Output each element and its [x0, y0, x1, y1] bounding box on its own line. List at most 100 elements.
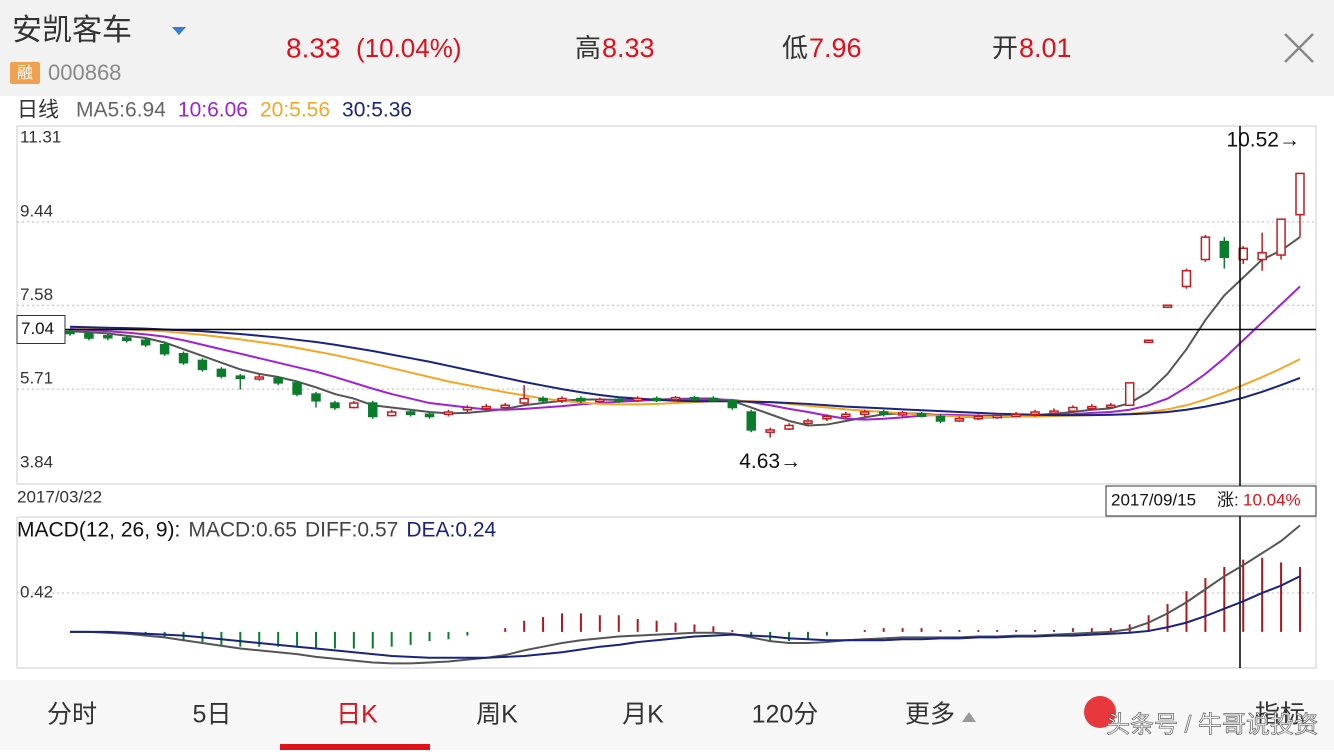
candle-body — [576, 397, 586, 402]
candle-body — [405, 411, 416, 416]
dropdown-icon[interactable] — [172, 27, 186, 35]
tag-bg — [10, 62, 40, 84]
legend-entry: 20:5.56 — [260, 99, 330, 122]
open: 8.01 — [1019, 33, 1072, 63]
y-tick-label: 11.31 — [20, 127, 61, 146]
price: 8.33 — [286, 32, 341, 63]
candle-body — [103, 335, 113, 339]
macd-line — [70, 575, 1301, 659]
candle-body — [519, 397, 529, 404]
macd-legend: MACD(12, 26, 9): — [17, 519, 180, 542]
candle-body — [122, 337, 132, 342]
low: 7.96 — [809, 33, 862, 63]
tag: 融 — [17, 64, 33, 82]
candle-body — [727, 400, 738, 409]
candle-body — [670, 396, 681, 401]
candle-body — [500, 404, 510, 409]
tab[interactable]: 日K — [336, 701, 378, 729]
candle-body — [1162, 304, 1173, 309]
candle-body — [140, 339, 151, 346]
tab[interactable]: 周K — [476, 701, 518, 729]
candle-body — [1181, 269, 1192, 288]
candle-body — [197, 359, 208, 371]
candle-body — [311, 393, 321, 402]
candle-body — [557, 397, 567, 402]
tab[interactable]: 月K — [622, 701, 664, 729]
legend-entry: MA5:6.94 — [76, 99, 166, 122]
candle-body — [1143, 339, 1154, 344]
badge — [1084, 696, 1116, 728]
candle-body — [424, 413, 435, 418]
header-bg — [0, 0, 1334, 96]
tab[interactable]: 120分 — [752, 701, 819, 729]
candle-body — [595, 398, 605, 403]
candle-body — [822, 415, 832, 420]
candle-body — [462, 406, 473, 411]
candle-body — [159, 343, 170, 355]
candle-body — [1276, 218, 1286, 256]
end-date: 2017/09/15 — [1111, 490, 1196, 509]
tab[interactable]: 分时 — [47, 701, 97, 729]
candle-body — [954, 417, 965, 422]
legend-entry: 30:5.36 — [342, 99, 412, 122]
candle-body — [1087, 405, 1097, 410]
candle-body — [1030, 411, 1040, 416]
candle-body — [1068, 406, 1078, 412]
candle-body — [1049, 410, 1059, 414]
tab[interactable]: 指标 — [1255, 701, 1305, 729]
candle-body — [1257, 252, 1267, 261]
ma-line — [69, 325, 1301, 417]
candle-body — [651, 397, 662, 402]
price-frame — [16, 125, 1317, 485]
min-label: 4.63→ — [739, 450, 801, 473]
candle-body — [841, 413, 851, 418]
candle-body — [708, 397, 719, 402]
high-label: 高 — [575, 33, 601, 63]
change-value: 10.04% — [1243, 490, 1301, 509]
change-label: 涨: — [1217, 490, 1239, 509]
crosshair-label: 7.04 — [21, 319, 54, 338]
y-tick-label: 7.58 — [20, 285, 53, 304]
y-tick-label: 0.42 — [20, 582, 53, 601]
tab[interactable]: 更多 — [905, 701, 955, 729]
candle-body — [878, 411, 889, 416]
legend-title: 日线 — [17, 99, 59, 122]
more-arrow — [962, 712, 976, 722]
candle-body — [689, 396, 700, 401]
close-button[interactable] — [1284, 33, 1314, 63]
macd-legend: MACD:0.65 — [188, 519, 297, 542]
candle-body — [84, 332, 94, 339]
crosshair-label-bg — [16, 314, 66, 344]
macd-legend: DEA:0.24 — [406, 519, 496, 542]
candle-body — [538, 397, 548, 402]
legend-entry: 10:6.06 — [178, 99, 248, 122]
macd-legend: DIFF:0.57 — [305, 519, 398, 542]
macd-line — [70, 524, 1301, 665]
candle-body — [1124, 382, 1135, 407]
y-tick-label: 5.71 — [20, 369, 53, 388]
candle-body — [746, 411, 756, 431]
end-date-bg — [1105, 485, 1317, 517]
candle-body — [935, 415, 946, 422]
candle-body — [481, 405, 492, 410]
candle-body — [992, 414, 1002, 419]
candle-body — [1011, 413, 1021, 418]
tab[interactable]: 5日 — [193, 701, 232, 729]
candle-body — [273, 377, 283, 384]
candle-body — [632, 397, 643, 402]
stock-name[interactable]: 安凯客车 — [12, 14, 132, 47]
low-label: 低 — [782, 33, 808, 63]
candle-body — [254, 376, 264, 380]
candle-body — [330, 402, 340, 409]
candle-body — [1219, 240, 1230, 259]
candle-body — [386, 411, 397, 417]
ma-line — [69, 236, 1301, 427]
candle-body — [368, 402, 378, 418]
candle-body — [443, 411, 454, 416]
candle-body — [216, 368, 227, 377]
max-label: 10.52→ — [1226, 129, 1300, 152]
candle-body — [1106, 404, 1116, 409]
watermark: 头条号 / 牛哥说投资 — [1106, 711, 1318, 738]
